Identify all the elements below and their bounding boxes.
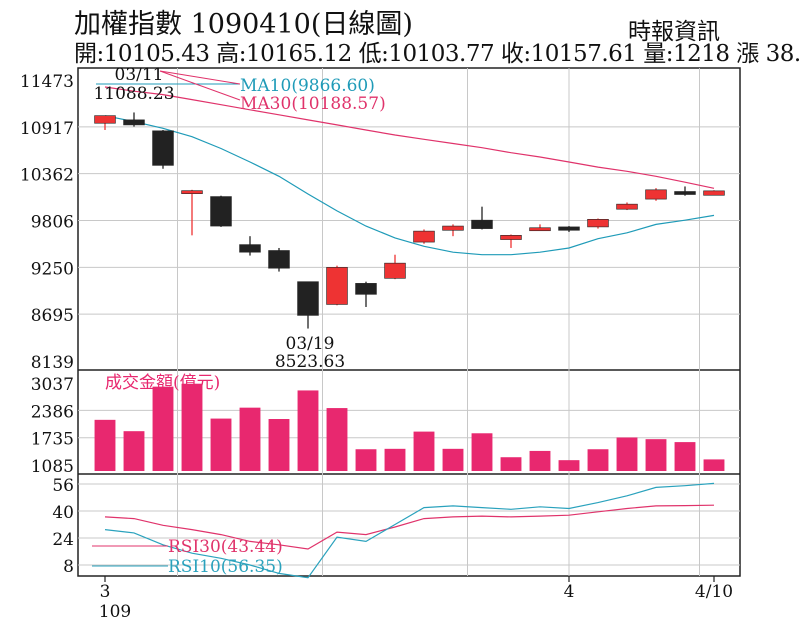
candle-body (152, 130, 174, 166)
high-annotation-value: 11088.23 (93, 84, 174, 104)
candle-body (123, 119, 145, 126)
candle-body (297, 281, 319, 316)
volume-bar (616, 437, 638, 471)
rsi30-line (104, 504, 715, 550)
candle-body (442, 225, 464, 231)
rsi-tick-label: 8 (63, 557, 74, 577)
volume-bar (587, 449, 609, 471)
candle-body (181, 190, 203, 194)
chart-title: 加權指數 1090410(日線圖) (74, 9, 413, 40)
ohlc-summary: 開:10105.43 高:10165.12 低:10103.77 收:10157… (74, 41, 800, 67)
price-tick-label: 10362 (20, 166, 74, 186)
rsi-tick-label: 40 (52, 503, 74, 523)
source-label: 時報資訊 (628, 19, 720, 45)
legend-ma10: MA10(9866.60) (240, 76, 375, 96)
candle-body (558, 226, 580, 231)
candle-body (239, 244, 261, 253)
price-tick-label: 8139 (31, 353, 74, 373)
candle-body (616, 203, 638, 210)
low-annotation-date: 03/19 (286, 334, 335, 354)
candle-body (674, 191, 696, 195)
volume-tick-label: 3037 (31, 375, 74, 395)
volume-bar (123, 431, 145, 471)
volume-bar (558, 460, 580, 471)
volume-bar (442, 448, 464, 471)
volume-bar (471, 433, 493, 471)
low-annotation-value: 8523.63 (275, 352, 345, 372)
volume-bar (268, 419, 290, 471)
volume-bar (297, 390, 319, 471)
candle-body (413, 230, 435, 243)
volume-bar (703, 459, 725, 471)
candle-body (471, 219, 493, 229)
ma30-line (104, 86, 715, 189)
ma10-line (104, 115, 715, 256)
plot-frame (77, 67, 741, 577)
candle-body (500, 235, 522, 240)
price-tick-label: 8695 (31, 306, 74, 326)
volume-tick-label: 1735 (31, 430, 74, 450)
legend-rsi10: RSI10(56.35) (168, 557, 283, 577)
legend-leader-ma30 (159, 70, 241, 101)
price-tick-label: 10917 (20, 119, 74, 139)
candle-body (268, 250, 290, 269)
legend-leader-ma30 (159, 70, 241, 85)
rsi-tick-label: 56 (52, 476, 74, 496)
volume-bar (239, 407, 261, 471)
volume-bar (674, 442, 696, 471)
candle-body (326, 267, 348, 305)
volume-bar (152, 386, 174, 471)
x-tick-label: 3 (100, 582, 111, 602)
x-tick-label: 4 (564, 582, 575, 602)
high-annotation-date: 03/11 (115, 65, 164, 85)
legend-ma30: MA30(10188.57) (240, 94, 386, 114)
volume-tick-label: 1085 (31, 457, 74, 477)
price-tick-label: 9250 (31, 259, 74, 279)
candle-body (645, 189, 667, 200)
volume-bar (355, 449, 377, 471)
candle-body (587, 219, 609, 228)
candle-body (703, 190, 725, 196)
x-tick-sublabel: 109 (99, 602, 131, 622)
rsi-tick-label: 24 (52, 530, 74, 550)
volume-bar (94, 419, 116, 471)
volume-bar (326, 408, 348, 471)
candle-body (94, 115, 116, 124)
candle-body (384, 262, 406, 279)
volume-bar (384, 448, 406, 471)
legend-rsi30: RSI30(43.44) (168, 537, 283, 557)
volume-tick-label: 2386 (31, 402, 74, 422)
volume-bar (645, 439, 667, 471)
x-tick-label: 4/10 (695, 582, 733, 602)
price-tick-label: 9806 (31, 213, 74, 233)
volume-bar (181, 383, 203, 471)
volume-bar (500, 457, 522, 471)
volume-title: 成交金額(億元) (105, 373, 220, 393)
price-tick-label: 11473 (20, 72, 74, 92)
candle-body (355, 283, 377, 295)
volume-bar (413, 431, 435, 471)
rsi10-line (104, 482, 715, 579)
candle-body (529, 227, 551, 232)
volume-bar (210, 418, 232, 471)
volume-bar (529, 450, 551, 471)
candle-body (210, 196, 232, 227)
